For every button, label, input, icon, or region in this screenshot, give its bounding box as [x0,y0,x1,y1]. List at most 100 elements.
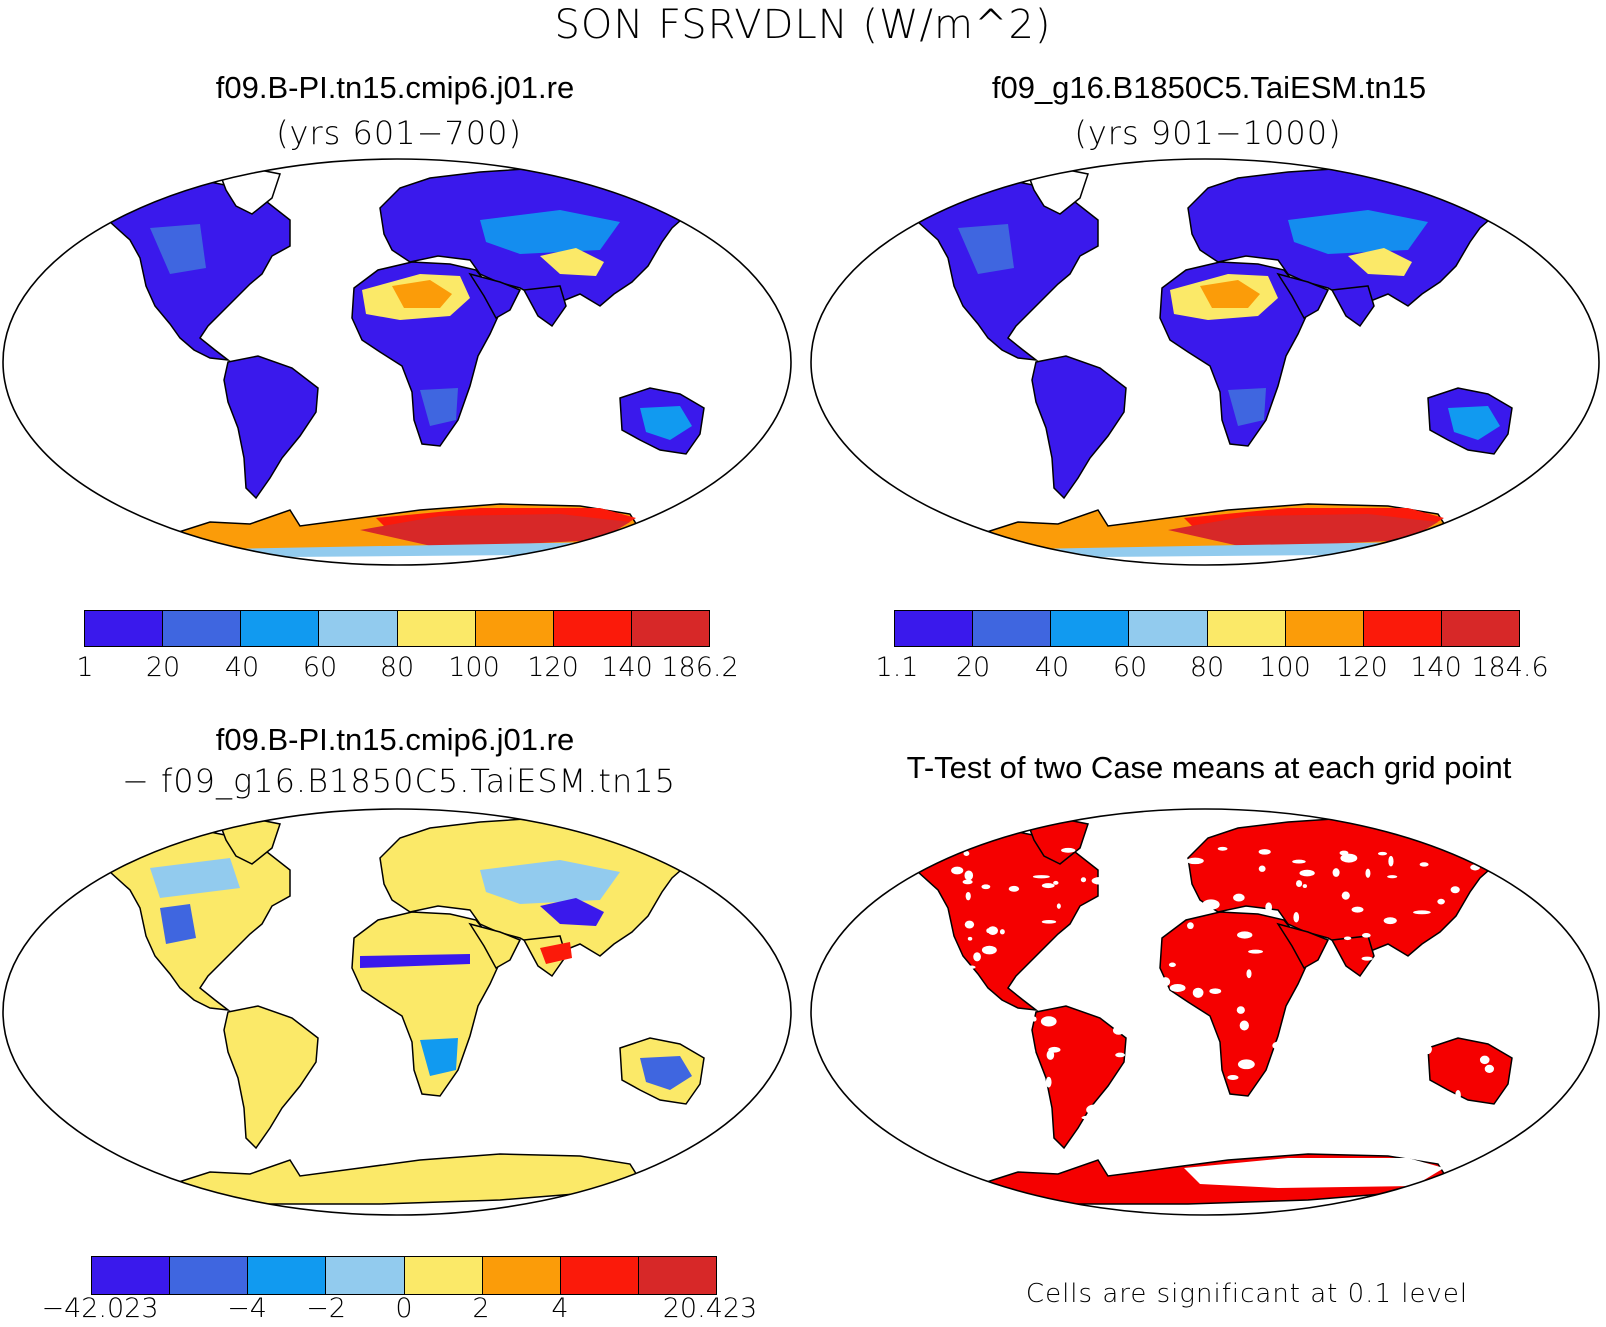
land-india [1330,285,1375,328]
nonsignificant-cell [1302,884,1307,889]
colorbar-tick-label: 80 [379,652,415,683]
nonsignificant-cell [966,965,976,969]
colorbar-tick-label: 60 [1112,652,1148,683]
nonsignificant-cell [1177,900,1190,907]
nonsignificant-cell [1496,945,1503,954]
nonsignificant-cell [1365,868,1371,878]
field-contour [150,224,206,274]
colorbar-swatch [85,611,164,646]
nonsignificant-cell [1113,949,1126,959]
nonsignificant-cell [1332,868,1340,877]
nonsignificant-cell [949,1051,959,1059]
nonsignificant-cell [1292,1024,1310,1030]
field-contour [1288,210,1428,254]
nonsignificant-cell [1258,865,1266,872]
colorbar-tick-label: −4 [227,1293,267,1324]
colorbar-swatch [1129,611,1208,646]
field-contour [1228,388,1266,426]
colorbar-tick-label: 140 [601,652,653,683]
nonsignificant-cell [1367,1070,1378,1078]
nonsignificant-cell [1450,886,1460,894]
panel-2-subtitle: (yrs 901−1000) [1074,114,1342,152]
nonsignificant-cell [1412,1046,1417,1053]
nonsignificant-cell [1098,937,1105,944]
nonsignificant-cell [1186,857,1204,865]
nonsignificant-cell [1299,869,1315,877]
panel-2-title: f09_g16.B1850C5.TaiESM.tn15 [991,70,1427,105]
nonsignificant-cell [1170,1132,1183,1136]
field-contour [958,224,1014,274]
colorbar-swatch [638,1257,716,1294]
nonsignificant-cell [1337,1105,1347,1116]
colorbar-swatch [1285,611,1364,646]
field-contour [1200,280,1260,308]
panel-3-subtitle: − f09_g16.B1850C5.TaiESM.tn15 [122,762,676,800]
map-border [2,158,792,566]
nonsignificant-cell [1361,933,1371,938]
nonsignificant-cell [1126,1113,1142,1120]
nonsignificant-cell [1014,1056,1033,1063]
nonsignificant-cell [1270,1118,1284,1129]
nonsignificant-cell [1131,1065,1138,1075]
land-africa [351,911,501,1097]
map-layer [87,817,705,1205]
nonsignificant-cell [1419,1037,1436,1044]
field-contour [160,904,196,944]
nonsignificant-cell [981,945,997,955]
nonsignificant-cell [962,879,973,885]
colorbar-tick-label: 1.1 [875,652,919,683]
land-india [1330,935,1375,978]
land-arabia [1276,272,1330,320]
nonsignificant-cell [1407,1027,1422,1039]
nonsignificant-cell [1413,910,1431,915]
panel-1-colorbar [84,610,710,647]
panel-1-subtitle: (yrs 601−700) [276,114,522,152]
colorbar-tick-label: 100 [448,652,500,683]
nonsignificant-cell [1295,1007,1314,1016]
nonsignificant-cell [1217,846,1228,851]
nonsignificant-cell [1387,875,1398,879]
land-southAmerica [1031,355,1127,500]
land-arabia [468,272,522,320]
field-contour [1348,248,1412,276]
colorbar-tick-label: 120 [1336,652,1388,683]
colorbar-tick-label: 80 [1189,652,1225,683]
nonsignificant-cell [1426,989,1433,996]
land-arabia [1276,922,1330,970]
nonsignificant-cell [1391,1139,1403,1145]
colorbar-swatch [92,1257,171,1294]
nonsignificant-cell [1265,902,1273,913]
nonsignificant-cell [1247,1128,1255,1140]
colorbar-tick-label: 140 [1410,652,1462,683]
nonsignificant-cell [1270,1080,1281,1084]
colorbar-swatch [482,1257,561,1294]
field-contour [640,1056,692,1090]
nonsignificant-cell [960,1134,972,1144]
colorbar-swatch [404,1257,483,1294]
significance-note: Cells are significant at 0.1 level [1025,1279,1469,1309]
colorbar-swatch [241,611,320,646]
colorbar-swatch [631,611,709,646]
nonsignificant-cell [1491,1010,1502,1016]
nonsignificant-cell [1292,1042,1311,1048]
nonsignificant-cell [985,1041,1003,1050]
nonsignificant-cell [1031,1016,1037,1022]
nonsignificant-cell [1046,1050,1055,1060]
field-contour [420,1038,458,1076]
nonsignificant-cell [1053,880,1059,885]
nonsignificant-cell [1236,1006,1245,1014]
field-contour [360,514,630,548]
nonsignificant-cell [1361,956,1373,961]
colorbar-tick-label: 20.423 [662,1293,758,1324]
nonsignificant-cell [1246,969,1252,979]
colorbar-swatch [326,1257,405,1294]
colorbar-tick-label: 1 [76,652,94,683]
nonsignificant-cell [1155,1100,1167,1107]
colorbar-tick-label: −2 [306,1293,346,1324]
nonsignificant-cell [1478,937,1490,945]
nonsignificant-cell [1087,1136,1105,1143]
nonsignificant-cell [1089,922,1105,933]
nonsignificant-cell [1237,1059,1255,1070]
field-contour [480,860,620,904]
field-contour [1168,514,1438,548]
